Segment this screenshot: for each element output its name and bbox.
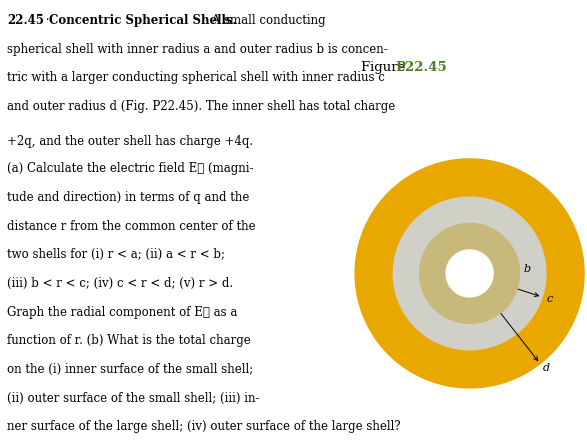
Text: d: d [542, 363, 549, 373]
Text: ner surface of the large shell; (iv) outer surface of the large shell?: ner surface of the large shell; (iv) out… [7, 420, 401, 433]
Text: (iii) b < r < c; (iv) c < r < d; (v) r > d.: (iii) b < r < c; (iv) c < r < d; (v) r >… [7, 277, 233, 290]
Text: a: a [488, 247, 495, 257]
Text: +2q, and the outer shell has charge +4q.: +2q, and the outer shell has charge +4q. [7, 135, 253, 147]
Text: Concentric Spherical Shells.: Concentric Spherical Shells. [49, 14, 237, 27]
Text: Graph the radial component of E⃗ as a: Graph the radial component of E⃗ as a [7, 306, 237, 318]
Text: two shells for (i) r < a; (ii) a < r < b;: two shells for (i) r < a; (ii) a < r < b… [7, 248, 225, 261]
Polygon shape [420, 224, 519, 323]
Text: (a) Calculate the electric field E⃗ (magni-: (a) Calculate the electric field E⃗ (mag… [7, 162, 254, 175]
Text: ·: · [42, 14, 53, 27]
Polygon shape [446, 250, 493, 297]
Text: and outer radius d (Fig. P22.45). The inner shell has total charge: and outer radius d (Fig. P22.45). The in… [7, 100, 395, 113]
Text: c: c [546, 294, 552, 304]
Text: (ii) outer surface of the small shell; (iii) in-: (ii) outer surface of the small shell; (… [7, 392, 259, 404]
Text: Figure: Figure [361, 60, 410, 74]
Text: tude and direction) in terms of q and the: tude and direction) in terms of q and th… [7, 191, 249, 204]
Text: distance r from the common center of the: distance r from the common center of the [7, 220, 256, 232]
Text: function of r. (b) What is the total charge: function of r. (b) What is the total cha… [7, 334, 251, 347]
Text: A small conducting: A small conducting [208, 14, 325, 27]
Polygon shape [355, 159, 584, 388]
Text: b: b [524, 264, 531, 273]
Text: spherical shell with inner radius a and outer radius b is concen-: spherical shell with inner radius a and … [7, 43, 388, 56]
Text: P22.45: P22.45 [395, 60, 447, 74]
Text: 22.45: 22.45 [7, 14, 44, 27]
Text: tric with a larger conducting spherical shell with inner radius c: tric with a larger conducting spherical … [7, 71, 385, 84]
Polygon shape [393, 197, 546, 350]
Text: on the (i) inner surface of the small shell;: on the (i) inner surface of the small sh… [7, 363, 254, 376]
